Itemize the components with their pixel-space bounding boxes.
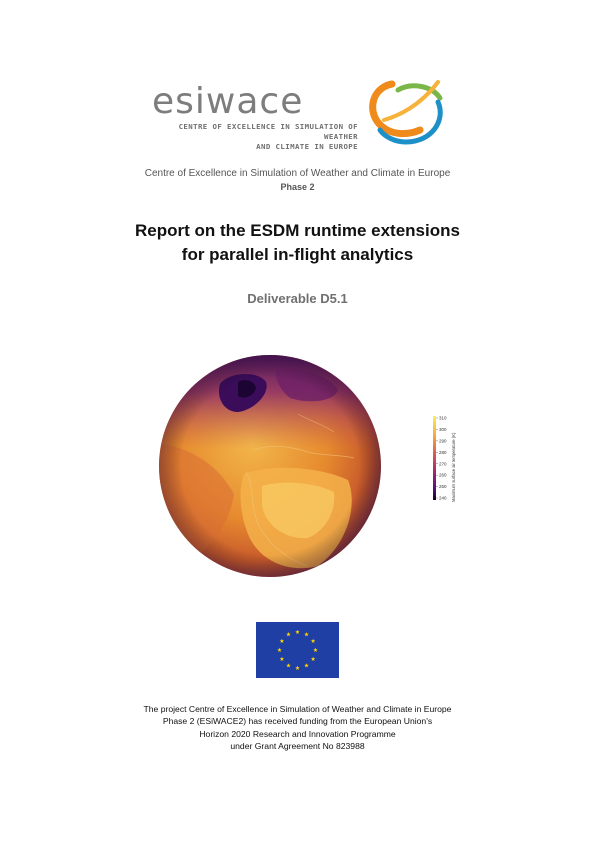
globe-temperature-image <box>159 355 381 577</box>
funding-line-2: Phase 2 (ESiWACE2) has received funding … <box>162 716 433 727</box>
eu-star-icon <box>286 663 291 668</box>
project-name-line: Centre of Excellence in Simulation of We… <box>144 168 451 179</box>
colorbar-tick-label: 310 <box>439 416 447 421</box>
colorbar-tick-label: 270 <box>439 461 447 466</box>
eu-star-icon <box>310 656 316 661</box>
colorbar-tick-label: 280 <box>439 450 447 455</box>
eu-star-icon <box>304 663 309 668</box>
logo-wordmark: esiwace <box>152 81 304 122</box>
eu-star-icon <box>295 665 300 670</box>
report-title-line-2: for parallel in-flight analytics <box>181 245 414 264</box>
eu-star-icon <box>277 647 282 652</box>
logo-tagline: CENTRE OF EXCELLENCE IN SIMULATION OF WE… <box>150 122 358 152</box>
eu-star-icon <box>313 647 318 652</box>
temperature-colorbar: 310 300 290 280 270 260 250 240 Maximum surface… <box>433 416 456 502</box>
eu-star-icon <box>295 629 300 634</box>
report-title-line-1: Report on the ESDM runtime extensions <box>135 221 460 240</box>
colorbar-label: Maximum surface air temperature (K) <box>451 432 456 502</box>
eu-star-icon <box>286 632 291 637</box>
eu-star-icon <box>304 632 309 637</box>
funding-line-1: The project Centre of Excellence in Simu… <box>143 704 452 714</box>
colorbar-tick-label: 250 <box>439 484 447 489</box>
colorbar-tick-label: 300 <box>439 427 447 432</box>
eu-star-icon <box>310 638 316 643</box>
colorbar-tick-label: 290 <box>439 438 447 443</box>
funding-statement: The project Centre of Excellence in Simu… <box>0 703 595 753</box>
colorbar-tick-label: 260 <box>439 473 447 478</box>
esiwace-swirl-icon <box>369 80 443 145</box>
funding-line-4: under Grant Agreement No 823988 <box>230 741 365 752</box>
colorbar-tick-label: 240 <box>439 496 447 501</box>
funding-line-3: Horizon 2020 Research and Innovation Pro… <box>199 728 396 739</box>
logo-tagline-line-2: AND CLIMATE IN EUROPE <box>256 142 358 151</box>
phase-label: Phase 2 <box>280 182 315 192</box>
deliverable-label: Deliverable D5.1 <box>247 291 348 306</box>
report-title: Report on the ESDM runtime extensions fo… <box>0 219 595 267</box>
logo-tagline-line-1: CENTRE OF EXCELLENCE IN SIMULATION OF WE… <box>178 122 358 141</box>
eu-star-icon <box>279 656 285 661</box>
esiwace-logo: esiwace CENTRE OF EXCELLENCE IN SIMULATI… <box>150 72 450 152</box>
eu-flag-icon <box>256 622 339 678</box>
eu-star-icon <box>279 638 285 643</box>
